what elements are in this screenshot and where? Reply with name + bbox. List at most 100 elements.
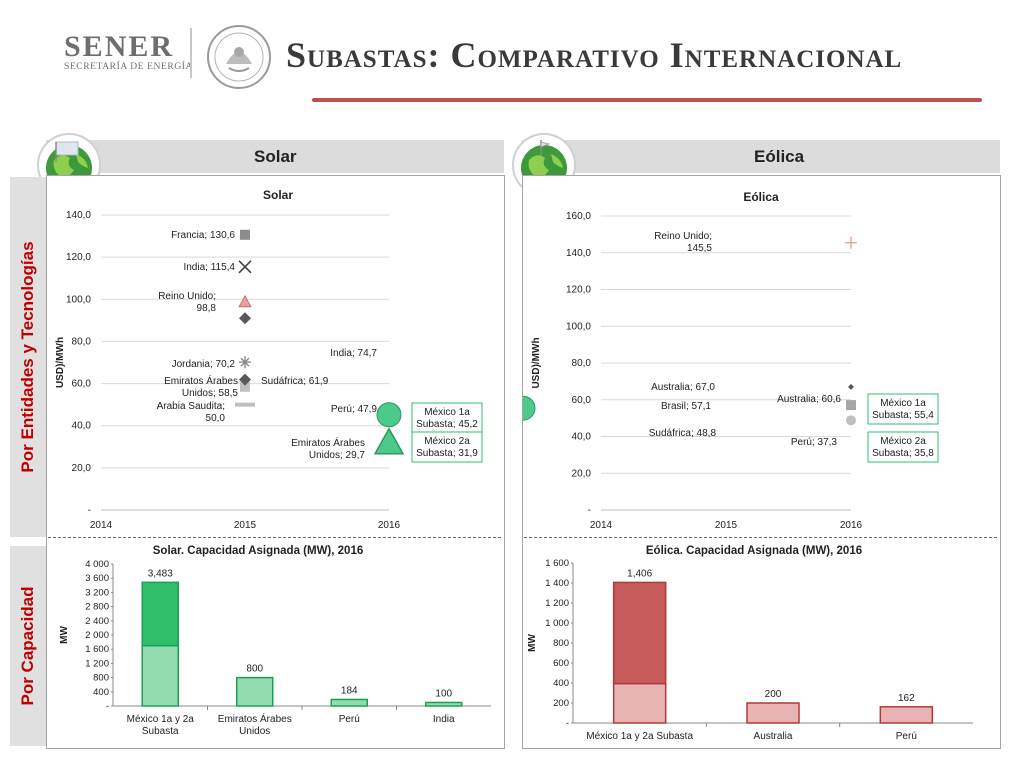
y-tick-label: 800 [553, 638, 569, 649]
side-label-top-box: Por Entidades y Tecnologías [10, 177, 46, 537]
y-tick-label: 80,0 [572, 358, 592, 369]
logo-divider [190, 28, 192, 78]
point-label: Jordania; 70,2 [172, 359, 236, 370]
point-marker [523, 395, 536, 421]
y-tick-label: 100,0 [566, 321, 591, 332]
seal-icon [207, 25, 271, 89]
y-tick-label: 1 400 [545, 578, 569, 589]
label-box [411, 431, 483, 463]
title-underline [312, 98, 982, 102]
point-label: Emiratos Árabes Unidos; 29,7 [291, 436, 365, 461]
solar-capacity-chart: Solar. Capacidad Asignada (MW), 2016 - 400… [59, 545, 491, 737]
y-tick-label: 1 200 [85, 658, 109, 669]
x-tick-label: 2014 [590, 520, 613, 531]
y-tick-label: - [566, 718, 569, 729]
y-tick-label: 80,0 [72, 336, 92, 347]
y-tick-label: 100,0 [66, 294, 91, 305]
point-marker [846, 415, 856, 426]
point-label: Australia; 60,6 [777, 394, 841, 405]
bar-segment [236, 676, 274, 707]
y-tick-label: 3 600 [85, 573, 109, 584]
y-tick-label: - [588, 505, 591, 516]
label-box [867, 431, 939, 463]
chart-title: Solar. Capacidad Asignada (MW), 2016 [153, 545, 363, 557]
y-axis-label: USD)/MWh [55, 337, 66, 388]
point-label: Perú; 37,3 [791, 437, 838, 448]
data-label: 100 [435, 688, 452, 699]
section-band-solar: Solar [46, 140, 504, 173]
y-axis-label: MW [527, 634, 538, 652]
label-box [867, 393, 939, 425]
y-tick-label: 40,0 [72, 421, 92, 432]
divider-eolica [524, 537, 997, 538]
data-label: 3,483 [148, 568, 173, 579]
x-tick-label: 2014 [90, 520, 113, 531]
point-marker [239, 356, 251, 369]
data-label: 200 [765, 689, 782, 700]
y-tick-label: 3 200 [85, 587, 109, 598]
x-tick-label: India [433, 714, 455, 725]
point-label: México 2a Subasta; 35,8 [872, 436, 934, 459]
section-title-eolica: Eólica [754, 147, 805, 166]
y-tick-label: 1 000 [545, 618, 569, 629]
point-label: Sudáfrica; 48,8 [649, 428, 717, 439]
point-marker [846, 400, 856, 411]
data-label: 1,406 [627, 568, 652, 579]
point-marker [373, 427, 405, 455]
bar-segment [141, 581, 179, 647]
point-marker [238, 294, 252, 308]
logo-name: SENER [64, 30, 175, 63]
point-label: Francia; 130,6 [171, 230, 235, 241]
y-tick-label: 40,0 [572, 432, 592, 443]
y-tick-label: 160,0 [566, 211, 591, 222]
x-tick-label: Emiratos Árabes Unidos [218, 712, 292, 737]
sener-logo: SENER SECRETARÍA DE ENERGÍA [64, 30, 193, 72]
data-label: 162 [898, 693, 915, 704]
chart-title: Eólica. Capacidad Asignada (MW), 2016 [646, 545, 862, 557]
x-tick-label: Perú [339, 714, 360, 725]
bar-segment [612, 682, 667, 724]
x-tick-label: 2016 [840, 520, 863, 531]
point-label: Australia; 67,0 [651, 382, 715, 393]
y-tick-label: 120,0 [566, 285, 591, 296]
point-label: India; 115,4 [183, 262, 235, 273]
flag-icon [55, 141, 79, 156]
y-tick-label: 1 600 [85, 644, 109, 655]
y-tick-label: 200 [553, 698, 569, 709]
y-tick-label: 20,0 [72, 463, 92, 474]
page-title: Subastas: Comparativo Internacional [286, 35, 903, 75]
x-tick-label: México 1a y 2a Subasta [127, 714, 195, 737]
side-label-bottom-box: Por Capacidad [10, 546, 46, 746]
point-marker [238, 260, 252, 274]
bar-segment [879, 706, 934, 724]
point-marker [240, 229, 250, 240]
point-label: México 1a Subasta; 45,2 [416, 407, 478, 430]
x-tick-label: México 1a y 2a Subasta [586, 731, 693, 742]
y-tick-label: 60,0 [572, 395, 592, 406]
y-tick-label: 20,0 [572, 468, 592, 479]
y-tick-label: - [88, 505, 91, 516]
y-tick-label: 60,0 [72, 379, 92, 390]
y-tick-label: 2 400 [85, 616, 109, 627]
side-label-bottom: Por Capacidad [18, 586, 37, 706]
point-label: India; 74,7 [330, 348, 377, 359]
solar-scatter-chart: Solar - 20,0 40,0 60,0 80,0 100,0 120,0 140,0 201… [47, 176, 483, 531]
eolica-scatter-chart: Eólica - 20,0 40,0 60,0 80,0 100,0 120,0 140,0 16… [523, 190, 939, 531]
slide-header: SENER SECRETARÍA DE ENERGÍA Subastas: Co… [0, 0, 1024, 108]
data-label: 184 [341, 685, 358, 696]
point-label: Sudáfrica; 61,9 [261, 376, 329, 387]
bar-segment [330, 698, 368, 707]
section-band-eolica: Eólica [522, 140, 1000, 173]
x-tick-label: Australia [754, 731, 793, 742]
point-label: Perú; 47,9 [331, 404, 378, 415]
divider-solar [48, 537, 501, 538]
section-title-solar: Solar [254, 147, 297, 166]
bar-segment [612, 581, 667, 685]
point-label: Brasil; 57,1 [661, 401, 711, 412]
point-marker [235, 402, 255, 407]
y-tick-label: 140,0 [566, 248, 591, 259]
y-tick-label: - [106, 701, 109, 712]
x-tick-label: 2015 [234, 520, 257, 531]
side-label-top: Por Entidades y Tecnologías [18, 241, 37, 473]
x-tick-label: 2016 [378, 520, 401, 531]
